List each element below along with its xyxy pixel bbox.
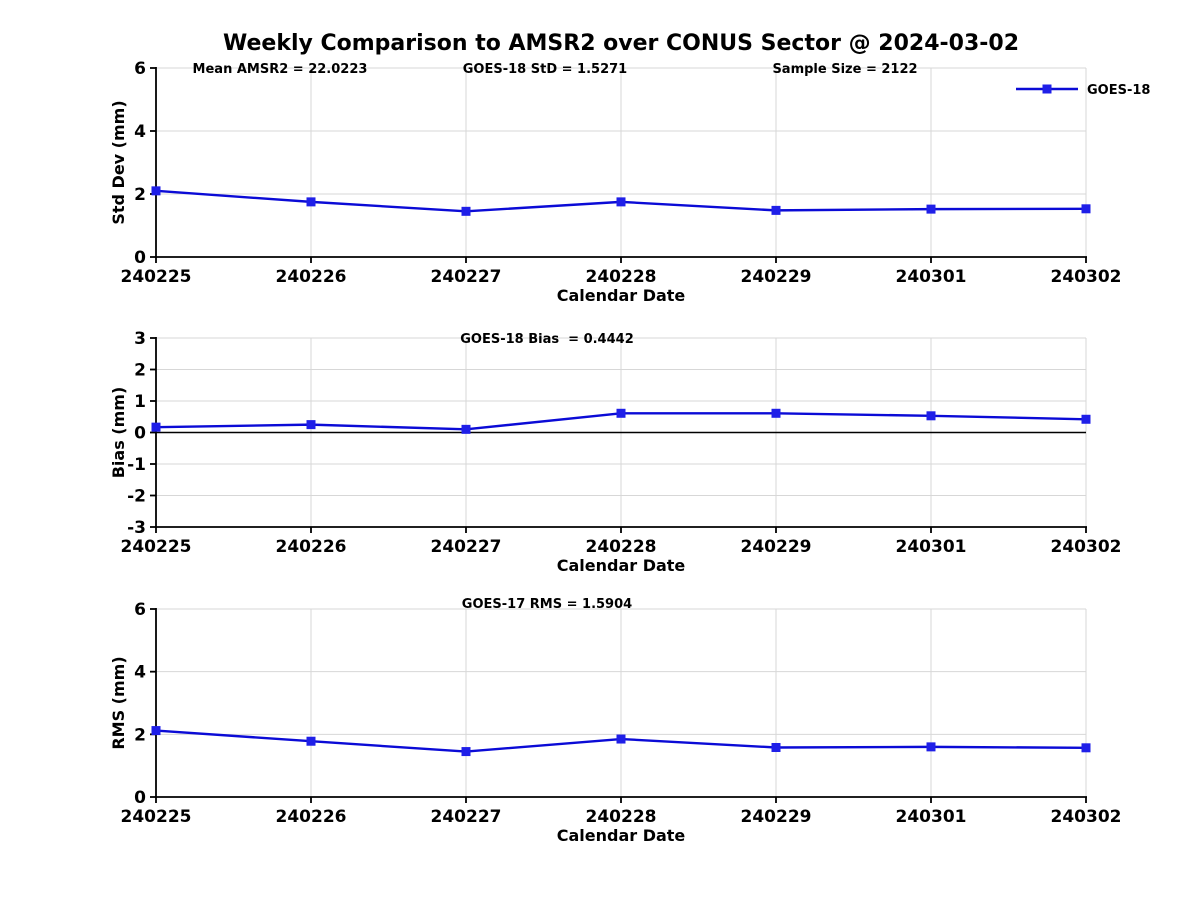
- y-tick-label: 1: [134, 392, 146, 412]
- data-point-marker: [461, 424, 471, 434]
- y-tick-label: 0: [134, 424, 146, 444]
- data-point-marker: [926, 742, 936, 752]
- annotation: GOES-18 Bias = 0.4442: [460, 332, 634, 347]
- y-tick-label: -2: [127, 487, 146, 507]
- x-tick-label: 240301: [896, 807, 967, 827]
- x-axis-label: Calendar Date: [557, 286, 686, 305]
- x-tick-label: 240226: [276, 807, 347, 827]
- x-axis-label: Calendar Date: [557, 556, 686, 575]
- data-point-marker: [771, 408, 781, 418]
- data-point-marker: [771, 205, 781, 215]
- tick-marks: [150, 608, 1087, 803]
- bias-plot: 240225 240226 240227 240228 240229 240301 2403…: [109, 329, 1121, 575]
- legend-label: GOES-18: [1087, 83, 1150, 98]
- data-point-marker: [151, 726, 161, 736]
- legend: GOES-18: [1016, 83, 1150, 98]
- y-tick-label: 0: [134, 248, 146, 268]
- std-dev-plot: 240225 240226 240227 240228 240229 240301 2403…: [109, 59, 1150, 305]
- y-tick-label: -3: [127, 518, 146, 538]
- tick-marks: [150, 337, 1087, 533]
- legend-marker-sample: [1042, 84, 1052, 94]
- y-tick-label: 2: [134, 725, 146, 745]
- data-point-marker: [306, 197, 316, 207]
- y-tick-label: 3: [134, 329, 146, 349]
- y-tick-label: 4: [134, 122, 146, 142]
- y-tick-label: 2: [134, 361, 146, 381]
- data-point-marker: [1081, 414, 1091, 424]
- data-point-marker: [306, 736, 316, 746]
- rms-plot: 240225 240226 240227 240228 240229 240301 2403…: [109, 597, 1121, 845]
- x-tick-label: 240229: [741, 807, 812, 827]
- x-tick-label: 240227: [431, 807, 502, 827]
- x-tick-label: 240228: [586, 537, 657, 557]
- data-point-marker: [1081, 743, 1091, 753]
- data-point-marker: [1081, 204, 1091, 214]
- x-tick-label: 240229: [741, 267, 812, 287]
- data-point-marker: [616, 408, 626, 418]
- x-tick-label: 240228: [586, 807, 657, 827]
- x-tick-label: 240227: [431, 537, 502, 557]
- data-point-marker: [616, 734, 626, 744]
- x-tick-label: 240225: [121, 537, 192, 557]
- x-tick-label: 240226: [276, 537, 347, 557]
- x-tick-label: 240301: [896, 267, 967, 287]
- y-axis-label: Std Dev (mm): [109, 100, 128, 224]
- x-tick-label: 240302: [1051, 537, 1122, 557]
- y-tick-label: 6: [134, 600, 146, 620]
- x-tick-label: 240301: [896, 537, 967, 557]
- x-tick-label: 240227: [431, 267, 502, 287]
- annotation: Mean AMSR2 = 22.0223: [193, 62, 368, 77]
- annotation: GOES-17 RMS = 1.5904: [462, 597, 632, 612]
- x-tick-label: 240302: [1051, 267, 1122, 287]
- y-tick-label: -1: [127, 455, 146, 475]
- data-point-marker: [461, 206, 471, 216]
- x-tick-label: 240225: [121, 267, 192, 287]
- x-tick-label: 240302: [1051, 807, 1122, 827]
- x-tick-label: 240226: [276, 267, 347, 287]
- y-axis-label: Bias (mm): [109, 387, 128, 479]
- grid: [155, 608, 1087, 798]
- data-point-marker: [926, 204, 936, 214]
- x-axis-label: Calendar Date: [557, 826, 686, 845]
- data-point-marker: [926, 411, 936, 421]
- data-point-marker: [461, 747, 471, 757]
- y-tick-label: 6: [134, 59, 146, 79]
- y-axis-label: RMS (mm): [109, 656, 128, 749]
- tick-marks: [150, 67, 1087, 263]
- data-point-marker: [616, 197, 626, 207]
- annotation: GOES-18 StD = 1.5271: [463, 62, 627, 77]
- data-point-marker: [771, 742, 781, 752]
- figure-title: Weekly Comparison to AMSR2 over CONUS Se…: [223, 31, 1019, 56]
- grid: [155, 67, 1087, 258]
- x-tick-label: 240229: [741, 537, 812, 557]
- data-point-marker: [151, 422, 161, 432]
- x-tick-label: 240228: [586, 267, 657, 287]
- data-point-marker: [151, 186, 161, 196]
- x-tick-label: 240225: [121, 807, 192, 827]
- data-point-marker: [306, 420, 316, 430]
- annotation: Sample Size = 2122: [772, 62, 917, 77]
- y-tick-label: 4: [134, 663, 146, 683]
- y-tick-label: 0: [134, 788, 146, 808]
- y-tick-label: 2: [134, 185, 146, 205]
